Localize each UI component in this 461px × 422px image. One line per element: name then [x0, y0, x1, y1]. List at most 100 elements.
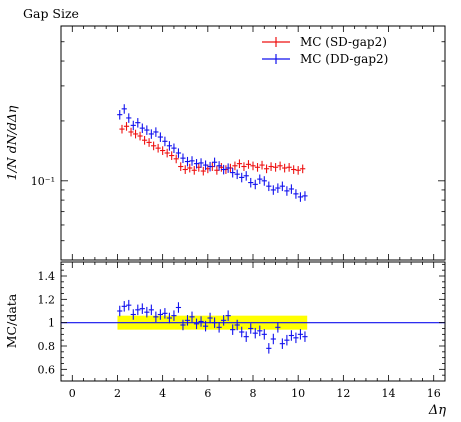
dd-main-point [171, 143, 177, 154]
dd-ratio-point [275, 322, 281, 333]
dd-ratio-point [288, 330, 294, 341]
x-tick-label: 14 [382, 387, 396, 400]
sd-main-point [268, 162, 274, 171]
dd-main-point [288, 184, 294, 194]
dd-main-point [216, 161, 222, 171]
dd-main-point [252, 179, 258, 190]
dd-main-point [162, 136, 168, 147]
sd-main-point [123, 122, 130, 131]
dd-main-point [130, 120, 136, 131]
x-tick-label: 0 [69, 387, 76, 400]
sd-main-point [169, 151, 175, 160]
ratio-y-tick-label: 1.2 [38, 293, 56, 306]
sd-main-point [259, 160, 265, 170]
x-tick-label: 6 [204, 387, 211, 400]
dd-main-point [293, 189, 299, 199]
x-axis-label: Δη [428, 403, 446, 418]
dd-main-point [225, 163, 231, 173]
y-axis-label: 1/N dN/dΔη [4, 105, 19, 180]
ratio-y-tick-label: 0.6 [38, 363, 56, 376]
dd-main-point [284, 186, 290, 196]
sd-main-point [146, 138, 152, 147]
sd-main-point [277, 161, 283, 171]
dd-main-point [153, 127, 159, 137]
dd-main-point [234, 169, 240, 180]
dd-main-point [157, 132, 163, 142]
dd-ratio-point [221, 315, 227, 326]
dd-ratio-point [212, 317, 218, 328]
dd-ratio-point [139, 303, 145, 314]
sd-main-point [182, 165, 188, 174]
sd-main-point [173, 154, 179, 164]
dd-ratio-point [257, 325, 263, 337]
dd-ratio-point [293, 332, 299, 344]
dd-ratio-point [162, 308, 168, 319]
sd-main-point [263, 164, 270, 174]
dd-ratio-point [193, 318, 200, 330]
dd-ratio-point [207, 312, 213, 324]
dd-ratio-point [216, 322, 222, 333]
sd-main-point [295, 166, 301, 175]
dd-ratio-point [148, 304, 154, 316]
sd-main-point [191, 166, 197, 175]
sd-main-point [155, 143, 161, 153]
dd-main-point [230, 167, 236, 178]
dd-main-point [239, 172, 245, 183]
sd-main-point [141, 135, 148, 145]
sd-main-point [250, 161, 256, 171]
dd-main-point [261, 176, 267, 186]
dd-main-point [270, 185, 276, 195]
dd-ratio-point [189, 311, 195, 323]
sd-main-point [282, 163, 288, 173]
dd-main-point [144, 125, 150, 135]
x-tick-label: 12 [336, 387, 350, 400]
ratio-series-group [117, 299, 308, 354]
dd-main-point [139, 123, 145, 134]
sd-main-point [236, 159, 243, 169]
sd-main-point [241, 162, 247, 171]
sd-main-point [272, 163, 279, 172]
dd-main-point [121, 104, 127, 114]
dd-main-point [184, 156, 191, 167]
ratio-y-tick-label: 1 [48, 317, 55, 330]
dd-ratio-point [153, 311, 159, 323]
dd-ratio-point [198, 316, 204, 327]
dd-main-point [193, 159, 200, 169]
dd-main-point [202, 160, 209, 170]
dd-ratio-point [252, 327, 258, 339]
dd-ratio-point [135, 304, 141, 316]
dd-ratio-point [239, 326, 245, 338]
sd-main-point [300, 164, 306, 174]
sd-main-point [178, 162, 184, 171]
dd-ratio-point [302, 331, 308, 342]
dd-main-point [189, 156, 195, 166]
sd-main-point [286, 163, 292, 172]
dd-main-point [198, 158, 204, 168]
sd-main-point [164, 148, 170, 158]
sd-main-point [160, 146, 166, 155]
sd-main-point [137, 131, 143, 141]
dd-ratio-point [202, 320, 209, 332]
dd-ratio-point [157, 309, 163, 320]
x-tick-label: 2 [114, 387, 121, 400]
legend-label-dd: MC (DD-gap2) [300, 52, 388, 66]
legend-label-sd: MC (SD-gap2) [300, 35, 387, 49]
dd-ratio-point [171, 310, 177, 321]
dd-ratio-point [230, 324, 236, 335]
dd-ratio-point [243, 331, 249, 342]
dd-ratio-point [261, 329, 267, 340]
sd-main-point [245, 160, 252, 169]
dd-main-point [257, 174, 263, 185]
dd-main-point [275, 183, 281, 193]
dd-main-point [266, 181, 272, 192]
dd-main-point [180, 153, 186, 164]
x-tick-label: 16 [427, 387, 441, 400]
sd-main-point [232, 161, 238, 171]
dd-main-point [135, 118, 141, 128]
y-tick-label: 10⁻¹ [31, 175, 55, 188]
dd-ratio-point [175, 302, 182, 313]
dd-main-point [221, 164, 227, 175]
dd-main-point [302, 191, 308, 201]
dd-ratio-point [121, 301, 127, 312]
